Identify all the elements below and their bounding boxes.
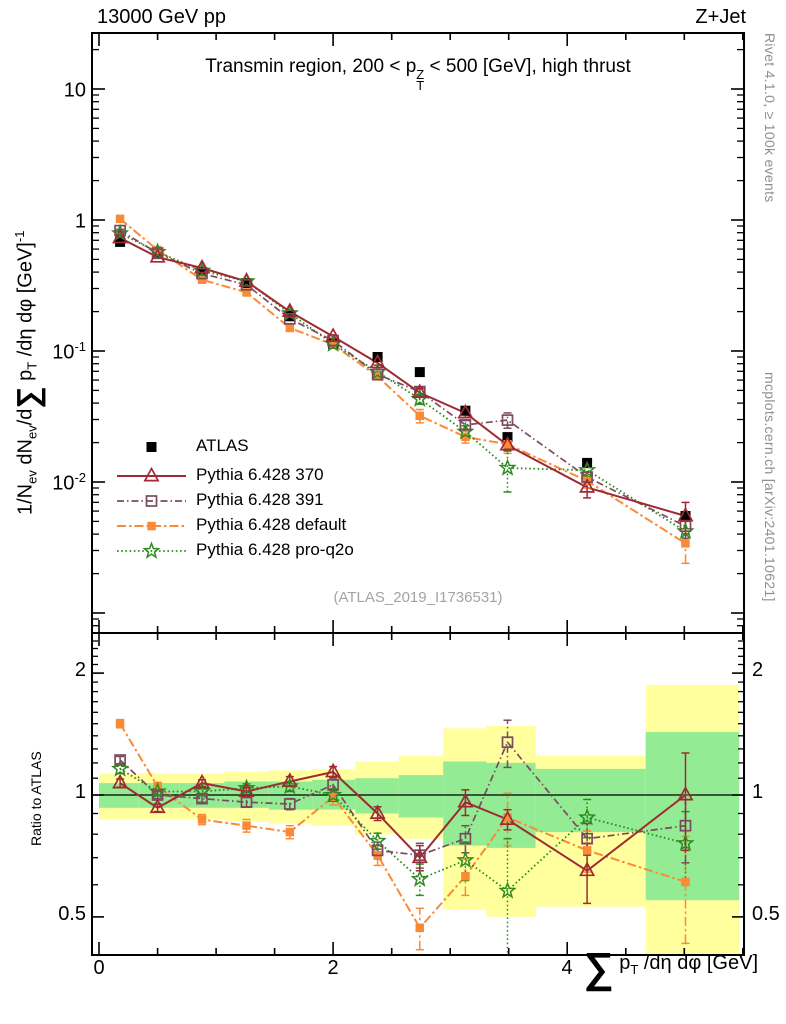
y-label-part: dN [14,439,37,471]
sum-symbol: ∑ [583,944,614,991]
title-sub: T [416,78,425,93]
rivet-version-note: Rivet 4.1.0, ≥ 100k events [762,33,778,203]
title-text: Transmin region, 200 < p [205,56,417,77]
beam-header: 13000 GeV pp [97,6,226,28]
x-label-sub: T [630,962,639,977]
legend-label-atlas: ATLAS [196,436,249,455]
y-tick-10: 10 [63,79,86,102]
ratio-tick-1-right: 1 [752,781,764,803]
y-tick-1: 1 [74,210,86,233]
legend-label-pythia-391: Pythia 6.428 391 [196,490,324,509]
ratio-tick-2-right: 2 [752,659,764,681]
x-axis-label: ∑ pT /dη dφ [GeV] [584,947,758,989]
ratio-tick-05-left: 0.5 [58,903,86,925]
x-label-part: /dη dφ [GeV] [638,952,758,974]
legend-label-pythia-370: Pythia 6.428 370 [196,465,324,484]
y-label-part: /d [14,408,37,426]
ratio-tick-1-left: 1 [74,781,86,803]
x-tick-4: 4 [561,957,573,979]
ratio-tick-05-right: 0.5 [752,903,780,925]
mcplots-arxiv-note: mcplots.cern.ch [arXiv:2401.10621] [762,372,778,602]
y-tick-1e-1: 10-1 [52,339,86,364]
x-tick-0: 0 [93,957,105,979]
legend-label-pythia-default: Pythia 6.428 default [196,515,347,534]
analysis-id-watermark: (ATLAS_2019_I1736531) [333,589,503,606]
y-label-sub: ev [24,425,40,440]
y-label-part: p [14,369,37,387]
legend-label-pythia-proq2o: Pythia 6.428 pro-q2o [196,540,354,559]
title-text-2: < 500 [GeV], high thrust [424,56,631,77]
sum-symbol: ∑ [10,386,46,409]
y-axis-label: 1/Nev dNev/d∑ pT /dη dφ [GeV]-1 [11,33,46,515]
process-header: Z+Jet [695,6,746,28]
x-label-part: p [613,952,631,974]
ratio-tick-2-left: 2 [74,659,86,681]
title-sup: Z [416,67,425,82]
y-tick-1e-2: 10-2 [52,470,86,495]
x-tick-2: 2 [327,957,339,979]
